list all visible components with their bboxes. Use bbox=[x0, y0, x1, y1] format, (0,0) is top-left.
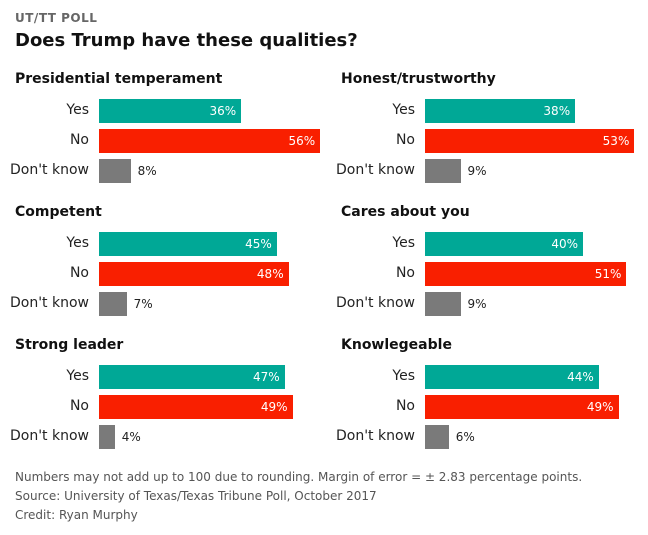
data-label: 49% bbox=[586, 400, 614, 414]
chart-title: Does Trump have these qualities? bbox=[15, 30, 358, 51]
category-label: Don't know bbox=[9, 162, 89, 178]
bar bbox=[425, 395, 619, 419]
category-label: No bbox=[395, 265, 415, 281]
data-label: 8% bbox=[137, 164, 157, 178]
category-label: No bbox=[69, 265, 89, 281]
category-label: Don't know bbox=[335, 295, 415, 311]
panel-title: Honest/trustworthy bbox=[341, 71, 496, 87]
category-label: Yes bbox=[66, 368, 89, 384]
panel-title: Strong leader bbox=[15, 337, 124, 353]
bar bbox=[425, 365, 599, 389]
data-label: 7% bbox=[133, 297, 153, 311]
data-label: 36% bbox=[209, 104, 237, 118]
category-label: No bbox=[395, 132, 415, 148]
data-label: 51% bbox=[594, 267, 622, 281]
data-label: 49% bbox=[260, 400, 288, 414]
data-label: 6% bbox=[455, 430, 475, 444]
category-label: No bbox=[395, 398, 415, 414]
bar bbox=[99, 99, 242, 123]
data-label: 40% bbox=[551, 237, 578, 251]
bar bbox=[425, 262, 627, 286]
bar bbox=[99, 425, 115, 449]
bar bbox=[99, 365, 285, 389]
bar bbox=[425, 129, 635, 153]
bar bbox=[425, 292, 461, 316]
data-label: 45% bbox=[245, 237, 272, 251]
source: Source: University of Texas/Texas Tribun… bbox=[15, 489, 377, 503]
credit: Credit: Ryan Murphy bbox=[15, 508, 138, 522]
category-label: Yes bbox=[392, 368, 415, 384]
panel-title: Cares about you bbox=[341, 204, 470, 220]
bar bbox=[99, 292, 127, 316]
data-label: 4% bbox=[121, 430, 141, 444]
bar bbox=[99, 129, 321, 153]
bar bbox=[425, 99, 576, 123]
category-label: Don't know bbox=[335, 428, 415, 444]
bar bbox=[425, 232, 583, 256]
category-label: Don't know bbox=[9, 428, 89, 444]
category-label: Don't know bbox=[335, 162, 415, 178]
data-label: 9% bbox=[467, 297, 487, 311]
data-label: 9% bbox=[467, 164, 487, 178]
category-label: Yes bbox=[66, 102, 89, 118]
category-label: No bbox=[69, 398, 89, 414]
data-label: 48% bbox=[256, 267, 284, 281]
data-label: 56% bbox=[288, 134, 316, 148]
bar bbox=[425, 425, 449, 449]
panel-title: Knowlegeable bbox=[341, 337, 452, 353]
bar bbox=[425, 159, 461, 183]
bar bbox=[99, 159, 131, 183]
bar bbox=[99, 262, 289, 286]
kicker: UT/TT POLL bbox=[15, 11, 98, 25]
category-label: Yes bbox=[66, 235, 89, 251]
category-label: Don't know bbox=[9, 295, 89, 311]
category-label: No bbox=[69, 132, 89, 148]
panel-title: Presidential temperament bbox=[15, 71, 223, 87]
bar bbox=[99, 232, 277, 256]
category-label: Yes bbox=[392, 102, 415, 118]
data-label: 47% bbox=[252, 370, 280, 384]
footnote: Numbers may not add up to 100 due to rou… bbox=[15, 470, 583, 484]
data-label: 53% bbox=[602, 134, 630, 148]
data-label: 44% bbox=[567, 370, 594, 384]
bar bbox=[99, 395, 293, 419]
category-label: Yes bbox=[392, 235, 415, 251]
data-label: 38% bbox=[543, 104, 571, 118]
panel-title: Competent bbox=[15, 204, 102, 220]
